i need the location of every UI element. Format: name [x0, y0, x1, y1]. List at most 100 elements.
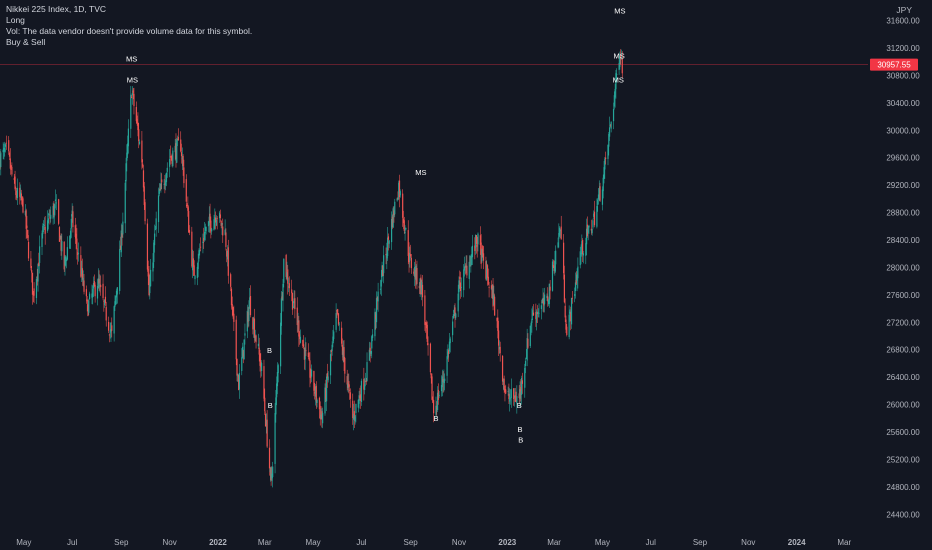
candle — [31, 266, 33, 283]
candle — [11, 162, 13, 177]
candle — [232, 307, 234, 319]
candle — [85, 285, 88, 304]
candle — [575, 271, 577, 286]
candle — [387, 233, 390, 251]
candle — [194, 275, 196, 285]
candle — [32, 291, 34, 303]
candle — [164, 174, 166, 194]
candle — [413, 261, 416, 287]
candle — [160, 172, 162, 193]
candle — [363, 367, 365, 401]
candle — [426, 321, 428, 346]
candle — [292, 301, 294, 309]
candle — [337, 313, 340, 327]
candle — [121, 224, 123, 246]
candle — [238, 364, 240, 399]
candle — [405, 227, 407, 231]
candle — [104, 298, 106, 308]
candle — [519, 381, 521, 408]
candle — [92, 285, 94, 305]
candle — [207, 220, 210, 233]
candle — [585, 237, 587, 265]
candle — [364, 377, 366, 395]
candle — [211, 227, 213, 235]
candle — [249, 285, 252, 318]
candle — [465, 255, 467, 274]
indicator-volume[interactable]: Vol: The data vendor doesn't provide vol… — [6, 26, 253, 36]
candle — [582, 250, 585, 264]
candle — [440, 375, 443, 397]
price-axis[interactable]: 24400.00 24800.00 25200.00 25600.00 26000.00… — [868, 0, 932, 550]
candle — [215, 215, 218, 227]
candle — [304, 337, 306, 371]
candle — [382, 265, 384, 277]
candle — [366, 352, 368, 382]
candle — [107, 316, 110, 334]
candle — [27, 235, 30, 261]
candle — [271, 466, 273, 482]
indicator-buy-sell[interactable]: Buy & Sell — [6, 37, 46, 47]
candle — [70, 214, 72, 238]
candle — [375, 291, 378, 329]
candle — [242, 349, 244, 364]
candle — [185, 174, 187, 208]
candle — [147, 260, 149, 286]
candle — [586, 216, 588, 238]
candle — [555, 245, 557, 273]
candle — [474, 237, 476, 260]
candle — [80, 246, 82, 278]
candle — [299, 329, 302, 344]
candle — [9, 148, 11, 175]
candle — [54, 189, 57, 209]
candle — [502, 378, 504, 391]
candle — [88, 291, 91, 301]
time-tick-label: 2022 — [209, 538, 227, 547]
candle — [0, 148, 2, 176]
candle — [238, 373, 240, 391]
candle — [131, 86, 133, 105]
time-tick-label: Sep — [403, 538, 418, 547]
candle — [487, 268, 489, 286]
candle — [105, 301, 107, 327]
buy-signal-label: B — [267, 346, 272, 355]
candle — [410, 244, 412, 258]
candle — [354, 415, 356, 425]
candle — [247, 306, 249, 328]
candle — [210, 216, 212, 239]
candle — [532, 306, 534, 320]
candle — [154, 225, 156, 231]
candle — [293, 289, 295, 309]
candle — [2, 142, 4, 160]
candle — [448, 348, 450, 362]
candle — [226, 249, 228, 263]
candle — [452, 309, 455, 320]
candle — [199, 243, 201, 256]
price-tick-label: 31200.00 — [886, 44, 920, 53]
candle — [604, 156, 606, 179]
candle — [326, 363, 328, 388]
candle — [120, 223, 122, 257]
candle — [307, 343, 309, 359]
candle — [454, 303, 456, 328]
candle — [35, 276, 38, 305]
candle — [141, 130, 143, 170]
candle — [457, 284, 459, 317]
time-tick-label: Sep — [693, 538, 708, 547]
price-tick-label: 26000.00 — [886, 401, 920, 410]
time-axis[interactable]: May Jul Sep Nov 2022 Mar May Jul Sep Nov 2023 Mar Ma… — [16, 538, 851, 547]
candle — [421, 275, 424, 307]
candle — [614, 83, 616, 108]
candle — [541, 298, 543, 304]
indicator-long[interactable]: Long — [6, 15, 25, 25]
candle — [470, 254, 472, 273]
candle — [341, 321, 343, 347]
candle — [288, 276, 290, 296]
price-axis-bg — [868, 0, 932, 550]
candle — [125, 157, 127, 191]
candle — [318, 396, 321, 419]
symbol-title[interactable]: Nikkei 225 Index, 1D, TVC — [6, 4, 106, 14]
candle — [287, 277, 290, 293]
candle — [93, 274, 95, 287]
candle — [127, 135, 129, 158]
